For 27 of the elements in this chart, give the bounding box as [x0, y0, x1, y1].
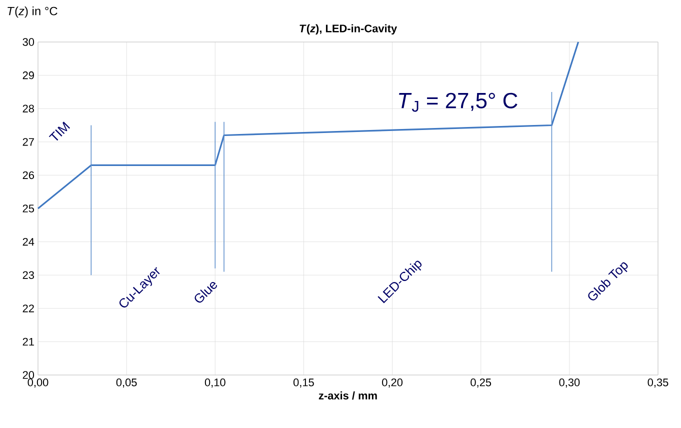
chart-title: T(z), LED-in-Cavity [300, 24, 398, 34]
y-tick-label: 29 [22, 71, 34, 80]
annotation: T$_{J}$ = 27,5° C [398, 92, 518, 112]
y-tick-label: 26 [22, 171, 34, 180]
annotation: Glue [194, 282, 217, 303]
x-tick-label: 0,35 [648, 378, 668, 388]
y-tick-label: 25 [22, 204, 34, 212]
annotation: TIM [48, 122, 70, 141]
x-tick-label: 0,30 [559, 378, 580, 388]
y-tick-label: 22 [22, 304, 34, 312]
y-tick-label: 27 [22, 138, 34, 146]
annotation: Glob Top [588, 262, 628, 300]
x-tick-label: 0,15 [293, 378, 314, 388]
line-series [37, 41, 580, 210]
y-tick-label: 28 [22, 104, 34, 112]
y-tick-label: 21 [22, 338, 34, 346]
x-tick-label: 0,25 [470, 378, 492, 388]
y-axis-title: T(z) in °C [8, 6, 58, 18]
y-tick-label: 30 [22, 38, 34, 46]
y-tick-label: 23 [22, 271, 34, 279]
x-tick-label: 0,10 [204, 378, 226, 388]
x-axis-title: z-axis / mm [318, 391, 377, 400]
x-tick-label: 0,20 [382, 378, 403, 388]
x-tick-label: 0,00 [28, 378, 48, 388]
x-tick-label: 0,05 [116, 378, 137, 388]
y-tick-label: 20 [22, 371, 34, 379]
y-tick-label: 24 [22, 238, 34, 246]
